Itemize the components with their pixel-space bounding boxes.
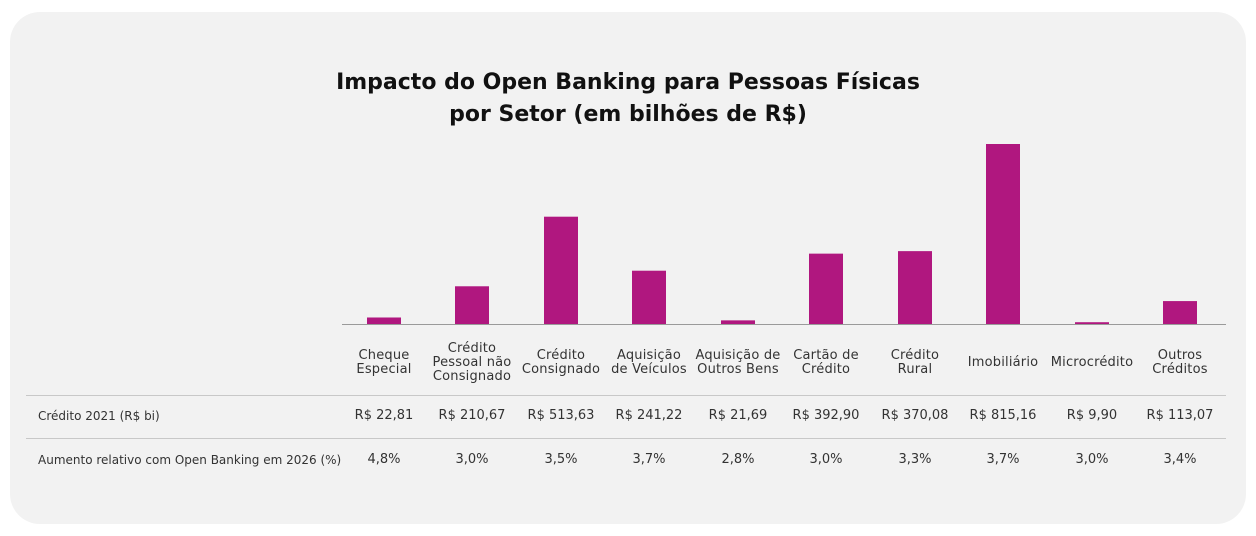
category-label-5: Cartão de Crédito bbox=[793, 348, 859, 377]
aumento-relativo-cell-5: 3,0% bbox=[809, 452, 843, 467]
category-label-8: Microcrédito bbox=[1050, 355, 1134, 370]
category-label-3: Aquisição de Veículos bbox=[611, 348, 687, 377]
row-label-credito-2021: Crédito 2021 (R$ bi) bbox=[38, 409, 160, 423]
bar-8 bbox=[1075, 322, 1109, 324]
bar-3 bbox=[632, 270, 666, 324]
row-label-aumento-relativo: Aumento relativo com Open Banking em 202… bbox=[38, 453, 342, 467]
aumento-relativo-cell-8: 3,0% bbox=[1075, 452, 1109, 467]
bar-1 bbox=[455, 286, 489, 324]
bar-0 bbox=[367, 317, 401, 324]
aumento-relativo-cell-3: 3,7% bbox=[632, 452, 666, 467]
credito-2021-cell-8: R$ 9,90 bbox=[1066, 408, 1118, 423]
credito-2021-cell-2: R$ 513,63 bbox=[527, 408, 595, 423]
aumento-relativo-cell-1: 3,0% bbox=[455, 452, 489, 467]
credito-2021-cell-3: R$ 241,22 bbox=[615, 408, 683, 423]
category-label-6: Crédito Rural bbox=[890, 348, 940, 377]
bar-4 bbox=[721, 320, 755, 324]
credito-2021-cell-9: R$ 113,07 bbox=[1146, 408, 1214, 423]
chart-title-line1: Impacto do Open Banking para Pessoas Fís… bbox=[336, 70, 920, 95]
aumento-relativo-cell-0: 4,8% bbox=[367, 452, 401, 467]
credito-2021-cell-7: R$ 815,16 bbox=[969, 408, 1037, 423]
category-label-9: Outros Créditos bbox=[1152, 348, 1208, 377]
aumento-relativo-cell-2: 3,5% bbox=[544, 452, 578, 467]
category-label-4: Aquisição de Outros Bens bbox=[695, 348, 781, 377]
credito-2021-cell-4: R$ 21,69 bbox=[708, 408, 768, 423]
table-divider-top bbox=[26, 395, 1226, 396]
bar-9 bbox=[1163, 301, 1197, 324]
aumento-relativo-cell-4: 2,8% bbox=[721, 452, 755, 467]
category-label-2: Crédito Consignado bbox=[521, 348, 601, 377]
bar-2 bbox=[544, 216, 578, 324]
aumento-relativo-cell-9: 3,4% bbox=[1163, 452, 1197, 467]
category-label-0: Cheque Especial bbox=[356, 348, 412, 377]
bar-7 bbox=[986, 144, 1020, 324]
category-label-1: Crédito Pessoal não Consignado bbox=[432, 341, 512, 384]
credito-2021-cell-6: R$ 370,08 bbox=[881, 408, 949, 423]
table-divider-middle bbox=[26, 438, 1226, 439]
aumento-relativo-cell-7: 3,7% bbox=[986, 452, 1020, 467]
category-label-7: Imobiliário bbox=[967, 355, 1039, 370]
credito-2021-cell-5: R$ 392,90 bbox=[792, 408, 860, 423]
bar-6 bbox=[898, 251, 932, 324]
credito-2021-cell-0: R$ 22,81 bbox=[354, 408, 414, 423]
credito-2021-cell-1: R$ 210,67 bbox=[438, 408, 506, 423]
chart-title-line2: por Setor (em bilhões de R$) bbox=[449, 102, 807, 127]
bar-5 bbox=[809, 253, 843, 324]
aumento-relativo-cell-6: 3,3% bbox=[898, 452, 932, 467]
